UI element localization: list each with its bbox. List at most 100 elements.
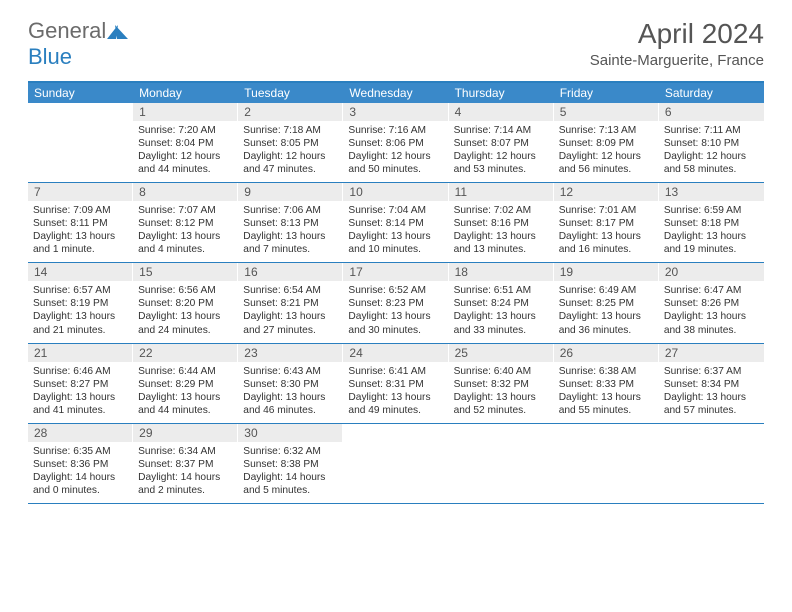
- day-body: Sunrise: 6:32 AMSunset: 8:38 PMDaylight:…: [238, 442, 343, 503]
- dow-saturday: Saturday: [659, 83, 764, 103]
- daylight-text: Daylight: 14 hours and 2 minutes.: [138, 471, 233, 497]
- day-body: Sunrise: 7:16 AMSunset: 8:06 PMDaylight:…: [343, 121, 448, 182]
- logo-text-2: Blue: [28, 44, 72, 70]
- sunset-text: Sunset: 8:07 PM: [454, 137, 549, 150]
- day-number: [28, 103, 133, 107]
- dow-wednesday: Wednesday: [343, 83, 448, 103]
- day-number: [659, 424, 764, 428]
- day-cell: 4Sunrise: 7:14 AMSunset: 8:07 PMDaylight…: [449, 103, 554, 182]
- dow-sunday: Sunday: [28, 83, 133, 103]
- sunrise-text: Sunrise: 6:35 AM: [33, 445, 128, 458]
- day-number: 25: [449, 344, 554, 362]
- sunset-text: Sunset: 8:21 PM: [243, 297, 338, 310]
- day-number: 22: [133, 344, 238, 362]
- day-body: Sunrise: 6:47 AMSunset: 8:26 PMDaylight:…: [659, 281, 764, 342]
- sunrise-text: Sunrise: 6:46 AM: [33, 365, 128, 378]
- sunrise-text: Sunrise: 6:43 AM: [243, 365, 338, 378]
- day-cell: 28Sunrise: 6:35 AMSunset: 8:36 PMDayligh…: [28, 424, 133, 503]
- day-number: 12: [554, 183, 659, 201]
- sunrise-text: Sunrise: 6:51 AM: [454, 284, 549, 297]
- sunset-text: Sunset: 8:09 PM: [559, 137, 654, 150]
- day-body: Sunrise: 7:02 AMSunset: 8:16 PMDaylight:…: [449, 201, 554, 262]
- day-cell: 14Sunrise: 6:57 AMSunset: 8:19 PMDayligh…: [28, 263, 133, 342]
- day-number: 3: [343, 103, 448, 121]
- daylight-text: Daylight: 12 hours and 53 minutes.: [454, 150, 549, 176]
- day-number: [449, 424, 554, 428]
- day-body: Sunrise: 6:49 AMSunset: 8:25 PMDaylight:…: [554, 281, 659, 342]
- daylight-text: Daylight: 13 hours and 33 minutes.: [454, 310, 549, 336]
- sunrise-text: Sunrise: 6:37 AM: [664, 365, 759, 378]
- sunset-text: Sunset: 8:19 PM: [33, 297, 128, 310]
- logo-mark-icon: [115, 25, 128, 39]
- day-number: 13: [659, 183, 764, 201]
- sunrise-text: Sunrise: 6:34 AM: [138, 445, 233, 458]
- day-body: Sunrise: 7:09 AMSunset: 8:11 PMDaylight:…: [28, 201, 133, 262]
- day-body: Sunrise: 6:57 AMSunset: 8:19 PMDaylight:…: [28, 281, 133, 342]
- daylight-text: Daylight: 13 hours and 46 minutes.: [243, 391, 338, 417]
- day-cell: 1Sunrise: 7:20 AMSunset: 8:04 PMDaylight…: [133, 103, 238, 182]
- day-number: 24: [343, 344, 448, 362]
- sunrise-text: Sunrise: 7:16 AM: [348, 124, 443, 137]
- day-number: 20: [659, 263, 764, 281]
- day-number: 26: [554, 344, 659, 362]
- day-body: Sunrise: 7:11 AMSunset: 8:10 PMDaylight:…: [659, 121, 764, 182]
- day-cell: 30Sunrise: 6:32 AMSunset: 8:38 PMDayligh…: [238, 424, 343, 503]
- sunrise-text: Sunrise: 7:07 AM: [138, 204, 233, 217]
- day-number: 30: [238, 424, 343, 442]
- day-cell: 24Sunrise: 6:41 AMSunset: 8:31 PMDayligh…: [343, 344, 448, 423]
- sunset-text: Sunset: 8:26 PM: [664, 297, 759, 310]
- sunset-text: Sunset: 8:24 PM: [454, 297, 549, 310]
- sunrise-text: Sunrise: 7:01 AM: [559, 204, 654, 217]
- sunrise-text: Sunrise: 6:38 AM: [559, 365, 654, 378]
- day-number: 23: [238, 344, 343, 362]
- sunset-text: Sunset: 8:20 PM: [138, 297, 233, 310]
- day-cell: 17Sunrise: 6:52 AMSunset: 8:23 PMDayligh…: [343, 263, 448, 342]
- day-body: Sunrise: 7:13 AMSunset: 8:09 PMDaylight:…: [554, 121, 659, 182]
- sunrise-text: Sunrise: 6:44 AM: [138, 365, 233, 378]
- day-body: Sunrise: 6:40 AMSunset: 8:32 PMDaylight:…: [449, 362, 554, 423]
- day-number: 10: [343, 183, 448, 201]
- daylight-text: Daylight: 13 hours and 57 minutes.: [664, 391, 759, 417]
- daylight-text: Daylight: 13 hours and 52 minutes.: [454, 391, 549, 417]
- daylight-text: Daylight: 13 hours and 55 minutes.: [559, 391, 654, 417]
- day-cell: 26Sunrise: 6:38 AMSunset: 8:33 PMDayligh…: [554, 344, 659, 423]
- day-number: 27: [659, 344, 764, 362]
- day-cell: 8Sunrise: 7:07 AMSunset: 8:12 PMDaylight…: [133, 183, 238, 262]
- day-cell: 11Sunrise: 7:02 AMSunset: 8:16 PMDayligh…: [449, 183, 554, 262]
- day-cell: [28, 103, 133, 182]
- daylight-text: Daylight: 13 hours and 4 minutes.: [138, 230, 233, 256]
- day-number: 7: [28, 183, 133, 201]
- day-body: Sunrise: 6:59 AMSunset: 8:18 PMDaylight:…: [659, 201, 764, 262]
- day-number: 1: [133, 103, 238, 121]
- day-cell: 10Sunrise: 7:04 AMSunset: 8:14 PMDayligh…: [343, 183, 448, 262]
- calendar: Sunday Monday Tuesday Wednesday Thursday…: [28, 81, 764, 504]
- sunset-text: Sunset: 8:13 PM: [243, 217, 338, 230]
- sunset-text: Sunset: 8:17 PM: [559, 217, 654, 230]
- day-cell: 15Sunrise: 6:56 AMSunset: 8:20 PMDayligh…: [133, 263, 238, 342]
- sunrise-text: Sunrise: 7:14 AM: [454, 124, 549, 137]
- day-number: 6: [659, 103, 764, 121]
- day-cell: 2Sunrise: 7:18 AMSunset: 8:05 PMDaylight…: [238, 103, 343, 182]
- dow-thursday: Thursday: [449, 83, 554, 103]
- sunset-text: Sunset: 8:14 PM: [348, 217, 443, 230]
- day-number: [554, 424, 659, 428]
- day-number: 28: [28, 424, 133, 442]
- day-cell: 18 Sunrise: 6:51 AMSunset: 8:24 PMDayligh…: [449, 263, 554, 342]
- day-body: Sunrise: 7:01 AMSunset: 8:17 PMDaylight:…: [554, 201, 659, 262]
- day-cell: 22Sunrise: 6:44 AMSunset: 8:29 PMDayligh…: [133, 344, 238, 423]
- day-cell: 3Sunrise: 7:16 AMSunset: 8:06 PMDaylight…: [343, 103, 448, 182]
- day-number: 14: [28, 263, 133, 281]
- day-body: Sunrise: 6:38 AMSunset: 8:33 PMDaylight:…: [554, 362, 659, 423]
- daylight-text: Daylight: 13 hours and 38 minutes.: [664, 310, 759, 336]
- week-row: 28Sunrise: 6:35 AMSunset: 8:36 PMDayligh…: [28, 424, 764, 504]
- day-body: Sunrise: 6:52 AMSunset: 8:23 PMDaylight:…: [343, 281, 448, 342]
- daylight-text: Daylight: 13 hours and 13 minutes.: [454, 230, 549, 256]
- sunrise-text: Sunrise: 6:47 AM: [664, 284, 759, 297]
- day-cell: 20Sunrise: 6:47 AMSunset: 8:26 PMDayligh…: [659, 263, 764, 342]
- dow-friday: Friday: [554, 83, 659, 103]
- daylight-text: Daylight: 13 hours and 30 minutes.: [348, 310, 443, 336]
- day-number: 16: [238, 263, 343, 281]
- sunrise-text: Sunrise: 6:40 AM: [454, 365, 549, 378]
- day-number: 18: [449, 263, 554, 281]
- week-row: 21Sunrise: 6:46 AMSunset: 8:27 PMDayligh…: [28, 344, 764, 424]
